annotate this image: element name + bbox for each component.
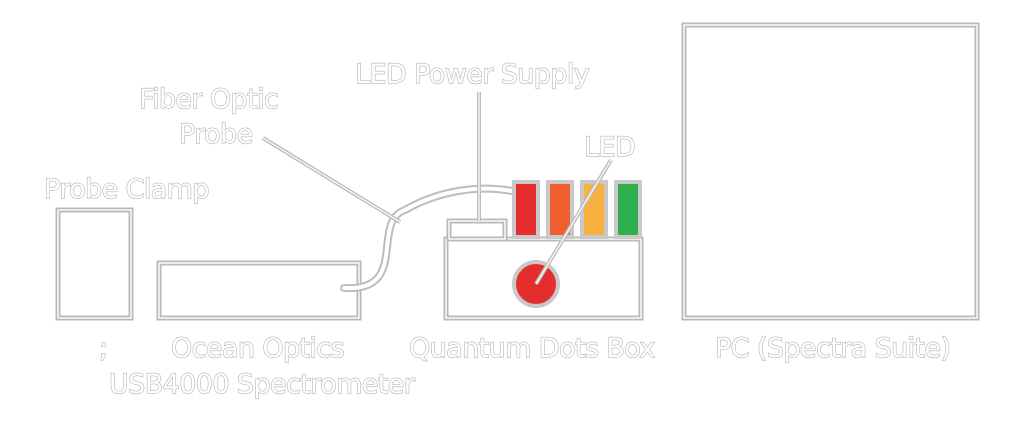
led-power-supply-box — [446, 218, 508, 242]
pc-component: PC (Spectra Suite) — [681, 22, 980, 365]
led-leader-core — [535, 159, 612, 285]
probe-clamp-component: Probe Clamp ; — [43, 173, 210, 364]
led-component: LED — [512, 131, 636, 308]
led-power-supply-component: LED Power Supply — [354, 58, 591, 242]
fiber-optic-probe-callout: Fiber Optic Probe — [138, 83, 402, 224]
fiber-optic-probe-label-line2: Probe — [179, 119, 253, 150]
quantum-dots-box-inner — [445, 238, 642, 319]
pc-label: PC (Spectra Suite) — [715, 333, 950, 364]
fiber-optic-cable-core — [342, 186, 514, 291]
fiber-optic-cable — [340, 184, 516, 293]
quantum-dots-box-label: Quantum Dots Box — [409, 333, 655, 364]
spectrometer-label-line2: USB4000 Spectrometer — [109, 369, 416, 400]
spectrometer-component: Ocean Optics USB4000 Spectrometer — [108, 260, 417, 401]
led-power-supply-label: LED Power Supply — [355, 59, 590, 90]
led-bar-orange — [546, 180, 574, 239]
spectrometer-label-line1: Ocean Optics — [171, 333, 344, 364]
led-array — [512, 180, 642, 239]
led-bar-red — [512, 180, 540, 239]
fiber-optic-probe-label-line1: Fiber Optic — [139, 84, 278, 115]
fiber-optic-probe-leader-core — [262, 137, 401, 223]
probe-clamp-label: Probe Clamp — [44, 174, 209, 205]
led-label: LED — [584, 132, 635, 163]
stray-mark: ; — [99, 333, 108, 364]
pc-box — [681, 22, 980, 321]
spectrometer-box — [156, 260, 362, 321]
led-bar-green — [614, 180, 642, 239]
probe-clamp-box — [55, 207, 134, 321]
probe-clamp-box-inner — [57, 209, 132, 319]
pc-box-inner — [683, 24, 978, 319]
